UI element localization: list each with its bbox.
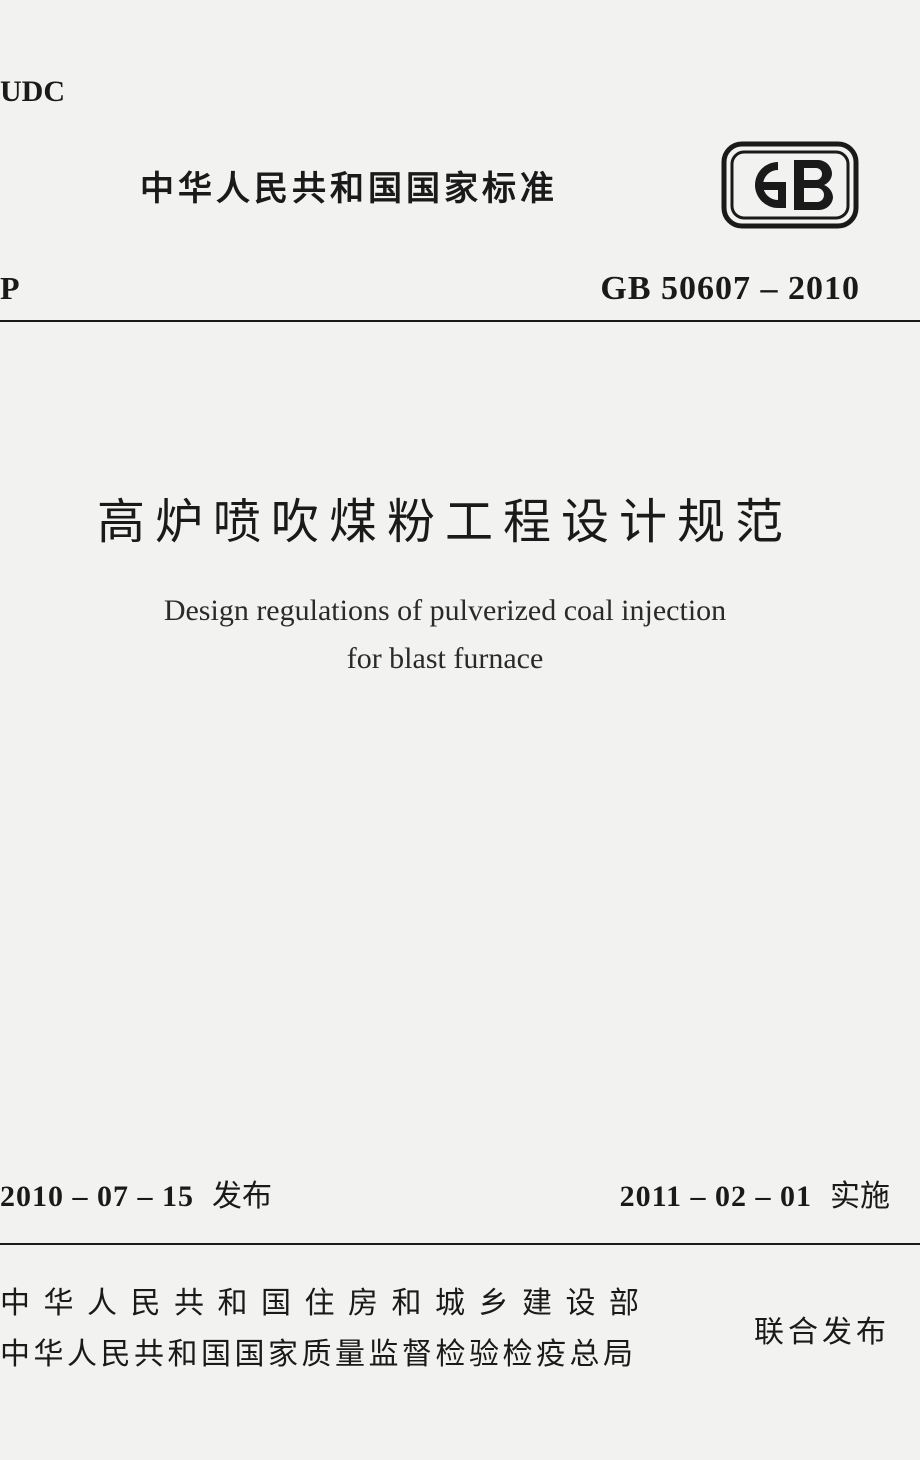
title-section: 高炉喷吹煤粉工程设计规范 Design regulations of pulve… [0, 482, 890, 683]
standard-code: GB 50607 – 2010 [600, 270, 860, 308]
publisher-names: 中华人民共和国住房和城乡建设部 中华人民共和国国家质量监督检验检疫总局 [0, 1278, 653, 1380]
title-en-line1: Design regulations of pulverized coal in… [164, 594, 726, 627]
national-standard-title: 中华人民共和国国家标准 [140, 161, 558, 210]
gb-logo-icon [720, 140, 860, 230]
document-title-cn: 高炉喷吹煤粉工程设计规范 [0, 482, 890, 552]
issue-date: 2010 – 07 – 15 [0, 1180, 194, 1214]
issue-label: 发布 [212, 1171, 272, 1215]
publisher-line2: 中华人民共和国国家质量监督检验检疫总局 [0, 1329, 653, 1380]
bottom-divider [0, 1243, 920, 1245]
effective-label: 实施 [830, 1171, 890, 1215]
dates-row: 2010 – 07 – 15 发布 2011 – 02 – 01 实施 [0, 1171, 890, 1215]
document-page: UDC 中华人民共和国国家标准 P GB 50607 – 2010 高炉喷吹煤粉… [0, 0, 920, 1460]
joint-publish-label: 联合发布 [754, 1307, 890, 1351]
effective-date-item: 2011 – 02 – 01 实施 [620, 1171, 890, 1215]
publisher-section: 中华人民共和国住房和城乡建设部 中华人民共和国国家质量监督检验检疫总局 联合发布 [0, 1278, 890, 1380]
code-row: P GB 50607 – 2010 [0, 270, 890, 308]
issue-date-item: 2010 – 07 – 15 发布 [0, 1171, 272, 1215]
title-en-line2: for blast furnace [347, 642, 544, 675]
top-divider [0, 320, 920, 322]
udc-label: UDC [0, 75, 65, 109]
publisher-line1: 中华人民共和国住房和城乡建设部 [0, 1278, 653, 1329]
effective-date: 2011 – 02 – 01 [620, 1180, 812, 1214]
p-label: P [0, 270, 20, 307]
document-title-en: Design regulations of pulverized coal in… [0, 587, 890, 683]
header-row: 中华人民共和国国家标准 [0, 140, 890, 230]
